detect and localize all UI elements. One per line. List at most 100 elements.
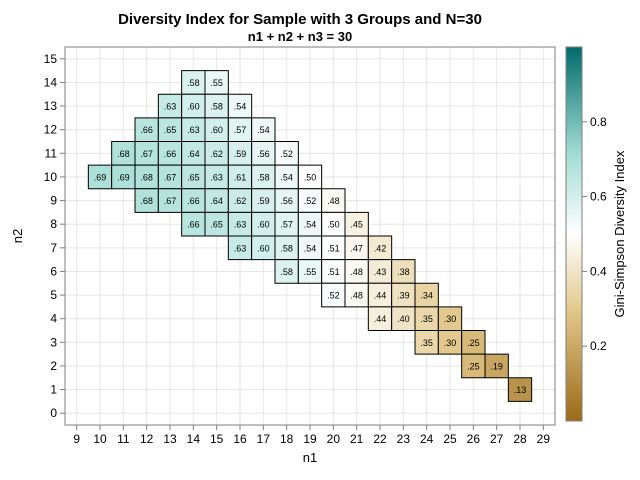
x-tick-label: 25 <box>443 432 457 446</box>
heatmap-cell <box>484 353 509 379</box>
cell-value-label: .56 <box>280 196 293 206</box>
cell-value-label: .60 <box>210 125 223 135</box>
cell-value-label: .56 <box>257 149 270 159</box>
cell-value-label: .52 <box>327 291 340 301</box>
cell-value-label: .51 <box>327 243 340 253</box>
y-tick-label: 3 <box>50 335 57 349</box>
colorbar <box>565 46 583 422</box>
cell-value-label: .68 <box>140 196 153 206</box>
cell-value-label: .57 <box>234 125 247 135</box>
chart-title: Diversity Index for Sample with 3 Groups… <box>118 11 482 28</box>
cell-value-label: .30 <box>444 338 457 348</box>
colorbar-tick-label: 0.8 <box>590 115 607 129</box>
cell-value-label: .52 <box>280 149 293 159</box>
cell-value-label: .54 <box>257 125 270 135</box>
y-tick-label: 1 <box>50 383 57 397</box>
cell-value-label: .65 <box>210 220 223 230</box>
x-tick-label: 11 <box>117 432 130 446</box>
x-tick-label: 12 <box>140 432 154 446</box>
colorbar-label: Gini-Simpson Diversity Index <box>612 150 627 317</box>
y-tick-label: 9 <box>50 194 57 208</box>
cell-value-label: .64 <box>210 196 223 206</box>
cell-value-label: .64 <box>187 149 200 159</box>
cell-value-label: .30 <box>444 314 457 324</box>
x-tick-label: 17 <box>257 432 271 446</box>
x-tick-label: 27 <box>490 432 504 446</box>
cell-value-label: .48 <box>327 196 340 206</box>
x-tick-label: 22 <box>373 432 387 446</box>
cell-value-label: .58 <box>280 243 293 253</box>
cell-value-label: .44 <box>374 291 387 301</box>
cell-value-label: .55 <box>210 78 223 88</box>
cell-value-label: .69 <box>94 172 107 182</box>
colorbar-tick-label: 0.4 <box>590 264 607 278</box>
cell-value-label: .19 <box>490 361 503 371</box>
x-axis-ticks: 9 10 11 12 13 14 15 16 17 18 19 20 21 22 23 24 25 26 27 28 2… <box>73 425 550 446</box>
cell-value-label: .25 <box>467 338 480 348</box>
y-tick-label: 7 <box>50 241 57 255</box>
cell-value-label: .65 <box>187 172 200 182</box>
cell-value-label: .50 <box>327 220 340 230</box>
y-tick-label: 12 <box>44 123 58 137</box>
heatmap-cells: .58 .55 .63 .60 .58 .54 .66 .65 .63 .60 .57 .54 .68.… <box>87 70 533 402</box>
cell-value-label: .54 <box>280 172 293 182</box>
x-tick-label: 15 <box>210 432 224 446</box>
x-tick-label: 20 <box>327 432 341 446</box>
cell-value-label: .67 <box>164 172 177 182</box>
cell-value-label: .62 <box>234 196 247 206</box>
heatmap-cell <box>507 377 533 402</box>
cell-value-label: .66 <box>140 125 153 135</box>
cell-value-label: .66 <box>187 196 200 206</box>
cell-value-label: .63 <box>234 243 247 253</box>
y-tick-label: 4 <box>50 312 57 326</box>
cell-value-label: .60 <box>257 220 270 230</box>
x-tick-label: 23 <box>397 432 411 446</box>
y-tick-label: 6 <box>50 264 57 278</box>
cell-value-label: .63 <box>187 125 200 135</box>
x-axis-label: n1 <box>303 450 317 465</box>
cell-value-label: .35 <box>420 314 433 324</box>
x-tick-label: 29 <box>537 432 551 446</box>
cell-value-label: .66 <box>164 149 177 159</box>
cell-value-label: .43 <box>374 267 387 277</box>
cell-value-label: .63 <box>210 172 223 182</box>
cell-value-label: .44 <box>374 314 387 324</box>
cell-value-label: .67 <box>140 149 153 159</box>
cell-value-label: .59 <box>234 149 247 159</box>
cell-value-label: .63 <box>234 220 247 230</box>
x-tick-label: 24 <box>420 432 434 446</box>
x-tick-label: 9 <box>73 432 80 446</box>
x-tick-label: 13 <box>163 432 177 446</box>
cell-value-label: .58 <box>257 172 270 182</box>
cell-value-label: .61 <box>234 172 247 182</box>
cell-value-label: .48 <box>350 267 363 277</box>
cell-value-label: .59 <box>257 196 270 206</box>
y-tick-label: 14 <box>44 75 58 89</box>
y-tick-label: 11 <box>45 146 58 160</box>
y-tick-label: 5 <box>50 288 57 302</box>
x-tick-label: 10 <box>93 432 107 446</box>
x-tick-label: 16 <box>233 432 247 446</box>
cell-value-label: .47 <box>350 243 363 253</box>
cell-value-label: .45 <box>350 220 363 230</box>
cell-value-label: .38 <box>397 267 410 277</box>
cell-value-label: .58 <box>210 102 223 112</box>
x-tick-label: 19 <box>303 432 317 446</box>
y-tick-label: 15 <box>44 52 58 66</box>
cell-value-label: .54 <box>304 243 317 253</box>
y-tick-label: 13 <box>44 99 58 113</box>
cell-value-label: .34 <box>420 291 433 301</box>
cell-value-label: .68 <box>140 172 153 182</box>
cell-value-label: .54 <box>304 220 317 230</box>
chart-subtitle: n1 + n2 + n3 = 30 <box>248 29 352 44</box>
cell-value-label: .54 <box>234 102 247 112</box>
cell-value-label: .48 <box>350 291 363 301</box>
colorbar-ticks: 0.2 0.4 0.6 0.8 <box>582 115 607 353</box>
cell-value-label: .40 <box>397 314 410 324</box>
x-tick-label: 26 <box>467 432 481 446</box>
cell-value-label: .66 <box>187 220 200 230</box>
cell-value-label: .62 <box>210 149 223 159</box>
cell-value-label: .57 <box>280 220 293 230</box>
